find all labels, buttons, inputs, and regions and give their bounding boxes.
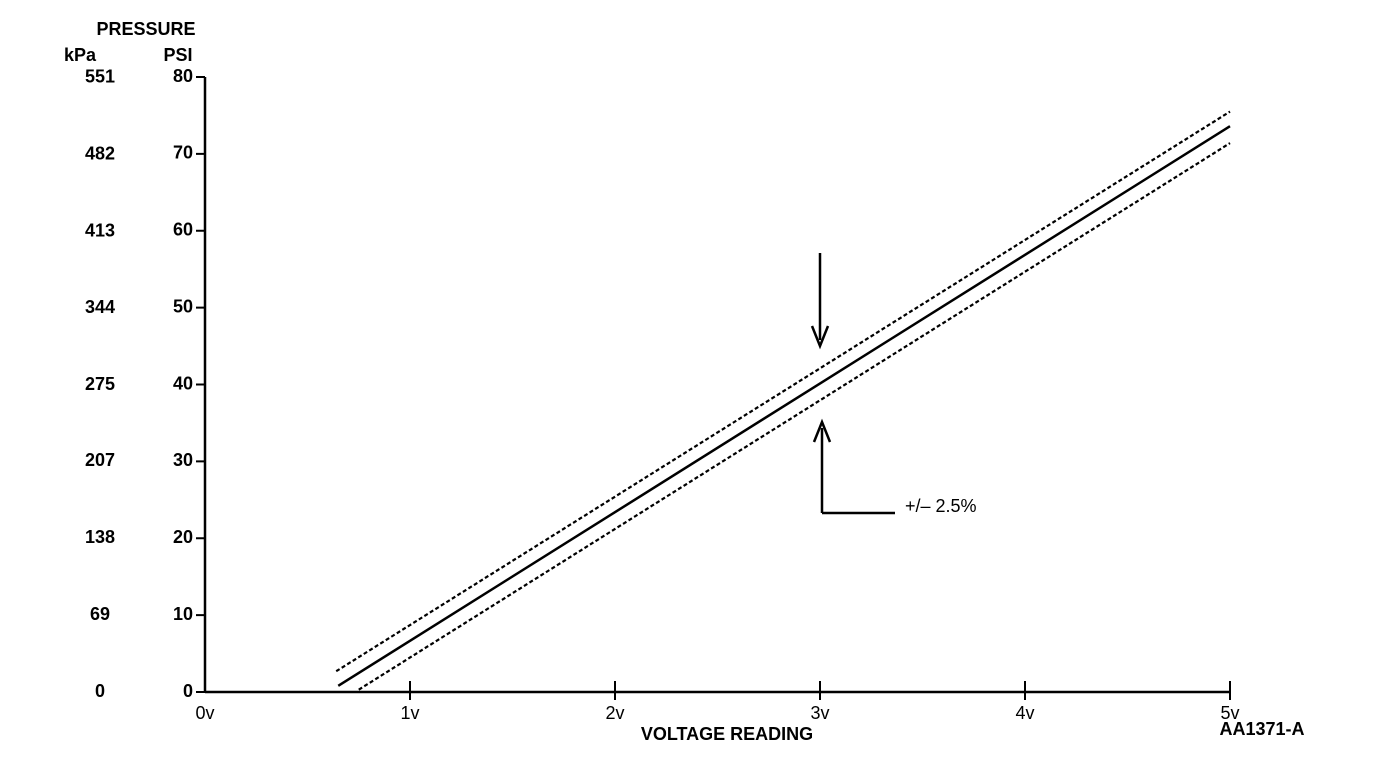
y2-tick-label: 482 <box>85 143 115 163</box>
series-line <box>335 110 1231 673</box>
series-line <box>358 142 1231 691</box>
arrow-head <box>812 418 832 443</box>
x-tick-label: 0v <box>195 703 214 723</box>
figure-id: AA1371-A <box>1219 719 1304 739</box>
y2-tick-label: 207 <box>85 450 115 470</box>
y-axis-label: PSI <box>163 45 192 65</box>
y2-tick-label: 551 <box>85 66 115 86</box>
y-tick-label: 20 <box>173 527 193 547</box>
annotation: +/– 2.5% <box>905 496 977 516</box>
y2-tick-label: 138 <box>85 527 115 547</box>
x-tick-label: 3v <box>810 703 829 723</box>
x-tick-label: 2v <box>605 703 624 723</box>
y-tick-label: 0 <box>183 681 193 701</box>
tolerance-arrows <box>810 253 895 515</box>
arrow-head <box>810 325 830 350</box>
x-tick-label: 5v <box>1220 703 1239 723</box>
y2-tick-label: 69 <box>90 604 110 624</box>
y-tick-label: 30 <box>173 450 193 470</box>
chart-title: PRESSURE <box>96 19 195 39</box>
y2-tick-label: 275 <box>85 374 115 394</box>
y-tick-label: 10 <box>173 604 193 624</box>
y2-tick-label: 344 <box>85 297 115 317</box>
y2-axis-label: kPa <box>64 45 97 65</box>
y-tick-label: 50 <box>173 296 193 316</box>
y-tick-label: 70 <box>173 143 193 163</box>
y-tick-label: 40 <box>173 373 193 393</box>
x-axis-label: VOLTAGE READING <box>641 724 813 744</box>
y-tick-label: 60 <box>173 220 193 240</box>
y2-tick-label: 413 <box>85 220 115 240</box>
x-tick-label: 1v <box>400 703 419 723</box>
x-tick-label: 4v <box>1015 703 1034 723</box>
series-line <box>337 125 1231 687</box>
y2-tick-label: 0 <box>95 681 105 701</box>
y-tick-label: 80 <box>173 66 193 86</box>
